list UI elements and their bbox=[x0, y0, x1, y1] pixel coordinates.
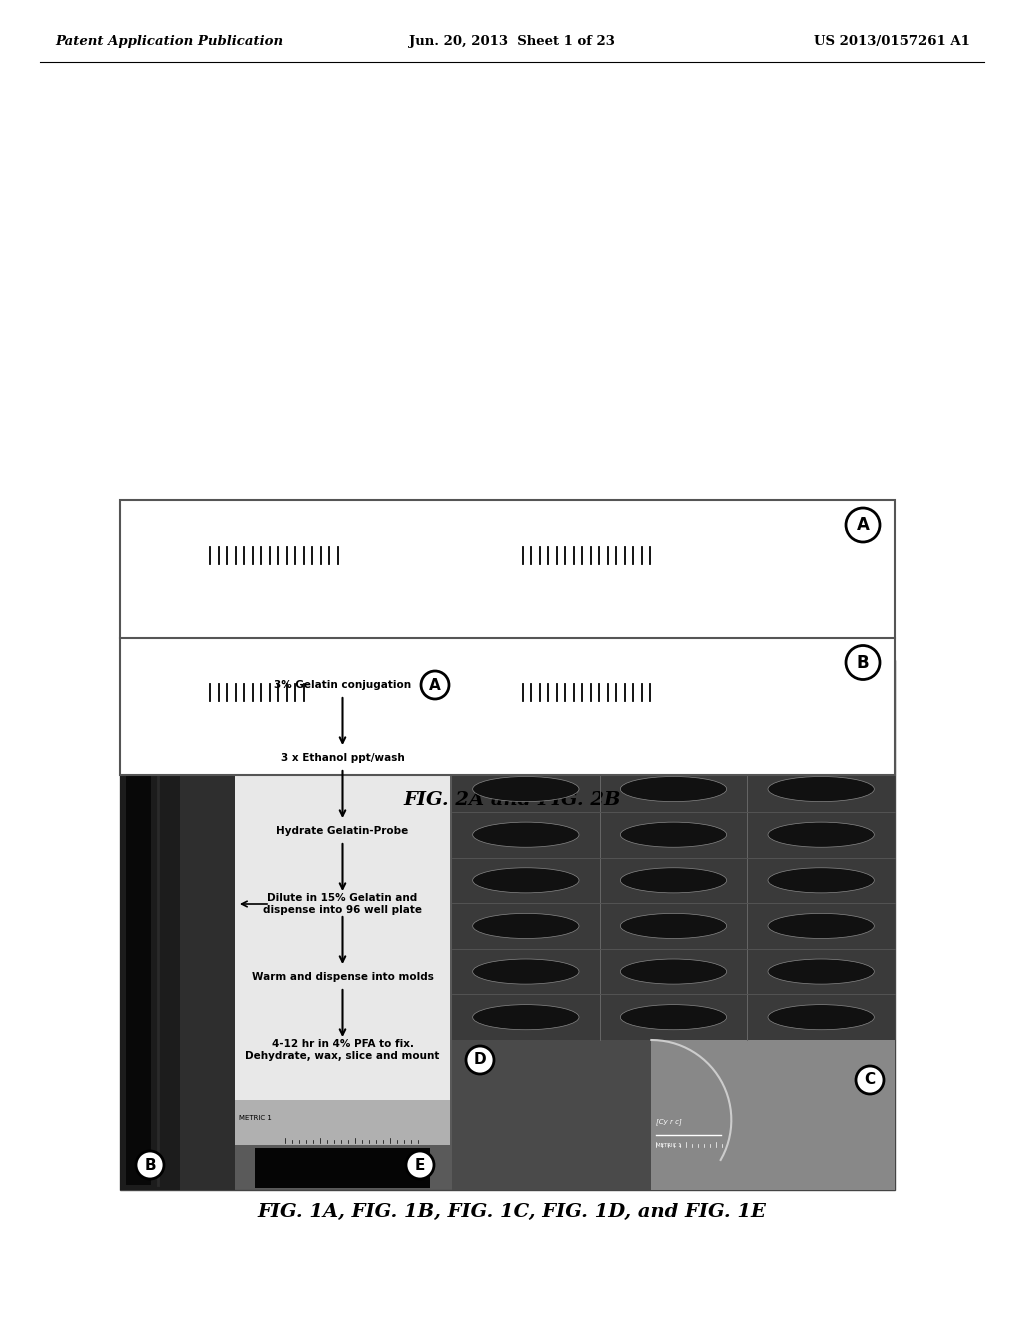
Text: /GGTCTGGATCCAGCGC-3': /GGTCTGGATCCAGCGC-3' bbox=[210, 525, 335, 536]
Ellipse shape bbox=[473, 1005, 579, 1030]
Text: 5' -GCGCTGAATTCAGACC\: 5' -GCGCTGAATTCAGACC\ bbox=[517, 663, 649, 673]
Text: (SEQ ID NO:6): (SEQ ID NO:6) bbox=[132, 714, 191, 723]
Text: (SEQ ID NO:2): (SEQ ID NO:2) bbox=[132, 577, 191, 585]
Text: METRIC 1: METRIC 1 bbox=[239, 1114, 272, 1121]
Text: 4-12 hr in 4% PFA to fix.
Dehydrate, wax, slice and mount: 4-12 hr in 4% PFA to fix. Dehydrate, wax… bbox=[246, 1039, 439, 1061]
Ellipse shape bbox=[768, 731, 874, 756]
Text: 3' -̲ACGCGACTTAAGTCTGG/: 3' -̲ACGCGACTTAAGTCTGG/ bbox=[522, 713, 667, 723]
Text: E: E bbox=[415, 1158, 425, 1172]
Text: 'CCAGACTAGGCG-5': 'CCAGACTAGGCG-5' bbox=[210, 713, 310, 723]
Ellipse shape bbox=[473, 960, 579, 985]
Text: Bam H1: Bam H1 bbox=[317, 612, 387, 627]
Text: A: A bbox=[856, 516, 869, 535]
Text: 'CCAGACCTAGGTCGCG-5': 'CCAGACCTAGGTCGCG-5' bbox=[210, 576, 335, 586]
Text: [Cy r c]: [Cy r c] bbox=[656, 1118, 682, 1125]
Ellipse shape bbox=[621, 867, 727, 892]
Text: Red: Red bbox=[668, 564, 688, 574]
Bar bbox=[651, 1040, 895, 1191]
Ellipse shape bbox=[621, 1005, 727, 1030]
Text: D: D bbox=[474, 1052, 486, 1068]
Circle shape bbox=[406, 1151, 434, 1179]
Bar bbox=[120, 660, 180, 1191]
Text: (SEQ ID NO:8): (SEQ ID NO:8) bbox=[815, 714, 869, 723]
Text: [FITC] [Tx Red]: [FITC] [Tx Red] bbox=[457, 665, 519, 675]
Bar bbox=[120, 500, 895, 775]
Bar bbox=[180, 660, 234, 1191]
Text: (SEQ ID NO:5): (SEQ ID NO:5) bbox=[132, 664, 191, 673]
Text: C: C bbox=[864, 1072, 876, 1088]
Ellipse shape bbox=[621, 685, 727, 710]
Bar bbox=[120, 660, 895, 1191]
Circle shape bbox=[856, 1067, 884, 1094]
Ellipse shape bbox=[473, 913, 579, 939]
Ellipse shape bbox=[473, 685, 579, 710]
Ellipse shape bbox=[621, 731, 727, 756]
Circle shape bbox=[421, 671, 449, 700]
Ellipse shape bbox=[768, 913, 874, 939]
Ellipse shape bbox=[473, 776, 579, 801]
Text: 3' -CGACTTAAGTCTGG/: 3' -CGACTTAAGTCTGG/ bbox=[522, 576, 641, 586]
Text: $_2$HN-HEX-T: $_2$HN-HEX-T bbox=[132, 548, 205, 561]
Text: T-overhanging Standard: T-overhanging Standard bbox=[268, 656, 457, 669]
Text: (SEQ ID NO:3): (SEQ ID NO:3) bbox=[815, 527, 874, 535]
Bar bbox=[126, 665, 151, 1185]
Ellipse shape bbox=[768, 822, 874, 847]
Text: METRIC 1: METRIC 1 bbox=[656, 1143, 682, 1148]
Text: Dpn1: Dpn1 bbox=[330, 750, 376, 764]
Ellipse shape bbox=[473, 867, 579, 892]
Text: /GGTCTGATCCGCT-3': /GGTCTGATCCGCT-3' bbox=[210, 663, 316, 673]
Text: Blunt-ended Standard: Blunt-ended Standard bbox=[275, 517, 450, 532]
Bar bbox=[234, 1100, 450, 1144]
Bar bbox=[452, 660, 895, 1191]
Text: (SEQ ID NO:1): (SEQ ID NO:1) bbox=[132, 527, 191, 535]
Ellipse shape bbox=[473, 822, 579, 847]
Ellipse shape bbox=[768, 1005, 874, 1030]
Text: Patent Application Publication: Patent Application Publication bbox=[55, 36, 283, 49]
Bar bbox=[234, 660, 450, 1100]
Text: FIG. 1A, FIG. 1B, FIG. 1C, FIG. 1D, and FIG. 1E: FIG. 1A, FIG. 1B, FIG. 1C, FIG. 1D, and … bbox=[258, 1203, 766, 1221]
Bar bbox=[255, 1148, 430, 1188]
Text: US 2013/0157261 A1: US 2013/0157261 A1 bbox=[814, 36, 970, 49]
Text: Jun. 20, 2013  Sheet 1 of 23: Jun. 20, 2013 Sheet 1 of 23 bbox=[409, 36, 615, 49]
Text: [FITC][Tx Red]: [FITC][Tx Red] bbox=[122, 665, 181, 675]
Ellipse shape bbox=[621, 822, 727, 847]
Ellipse shape bbox=[621, 960, 727, 985]
Text: Hpa1: Hpa1 bbox=[605, 612, 650, 627]
Circle shape bbox=[466, 1045, 494, 1074]
Text: Dilute in 15% Gelatin and
dispense into 96 well plate: Dilute in 15% Gelatin and dispense into … bbox=[263, 894, 422, 915]
Text: Hydrate Gelatin-Probe: Hydrate Gelatin-Probe bbox=[276, 826, 409, 836]
Text: B: B bbox=[857, 653, 869, 672]
Ellipse shape bbox=[621, 913, 727, 939]
Text: Blunt-ended Probe: Blunt-ended Probe bbox=[564, 517, 711, 532]
Text: Warm and dispense into molds: Warm and dispense into molds bbox=[252, 972, 433, 982]
Text: Eco R1: Eco R1 bbox=[598, 750, 657, 764]
Ellipse shape bbox=[768, 685, 874, 710]
Ellipse shape bbox=[473, 731, 579, 756]
Text: T-Texas: T-Texas bbox=[657, 549, 705, 560]
Text: T-Alexa₄₀₈: T-Alexa₄₀₈ bbox=[657, 688, 725, 697]
Text: B: B bbox=[144, 1158, 156, 1172]
Text: (SEQ ID NO:7): (SEQ ID NO:7) bbox=[815, 664, 874, 673]
Text: 3% Gelatin conjugation: 3% Gelatin conjugation bbox=[274, 680, 411, 690]
Circle shape bbox=[136, 1151, 164, 1179]
Ellipse shape bbox=[768, 776, 874, 801]
Circle shape bbox=[846, 508, 880, 543]
Text: T-overhanging Probe: T-overhanging Probe bbox=[556, 656, 719, 669]
Text: FIG. 2A and FIG. 2B: FIG. 2A and FIG. 2B bbox=[403, 791, 621, 809]
Text: $_2$HN-HEX-T: $_2$HN-HEX-T bbox=[132, 685, 205, 700]
Text: A: A bbox=[429, 677, 441, 693]
Text: (SEQ. ID. NO. 4): (SEQ. ID. NO. 4) bbox=[815, 577, 876, 585]
Circle shape bbox=[846, 645, 880, 680]
Ellipse shape bbox=[768, 960, 874, 985]
Text: 3 x Ethanol ppt/wash: 3 x Ethanol ppt/wash bbox=[281, 752, 404, 763]
Ellipse shape bbox=[621, 776, 727, 801]
Bar bbox=[452, 1040, 651, 1191]
Text: 5' -GCTGAATTCAGACC\: 5' -GCTGAATTCAGACC\ bbox=[517, 525, 636, 536]
Ellipse shape bbox=[768, 867, 874, 892]
